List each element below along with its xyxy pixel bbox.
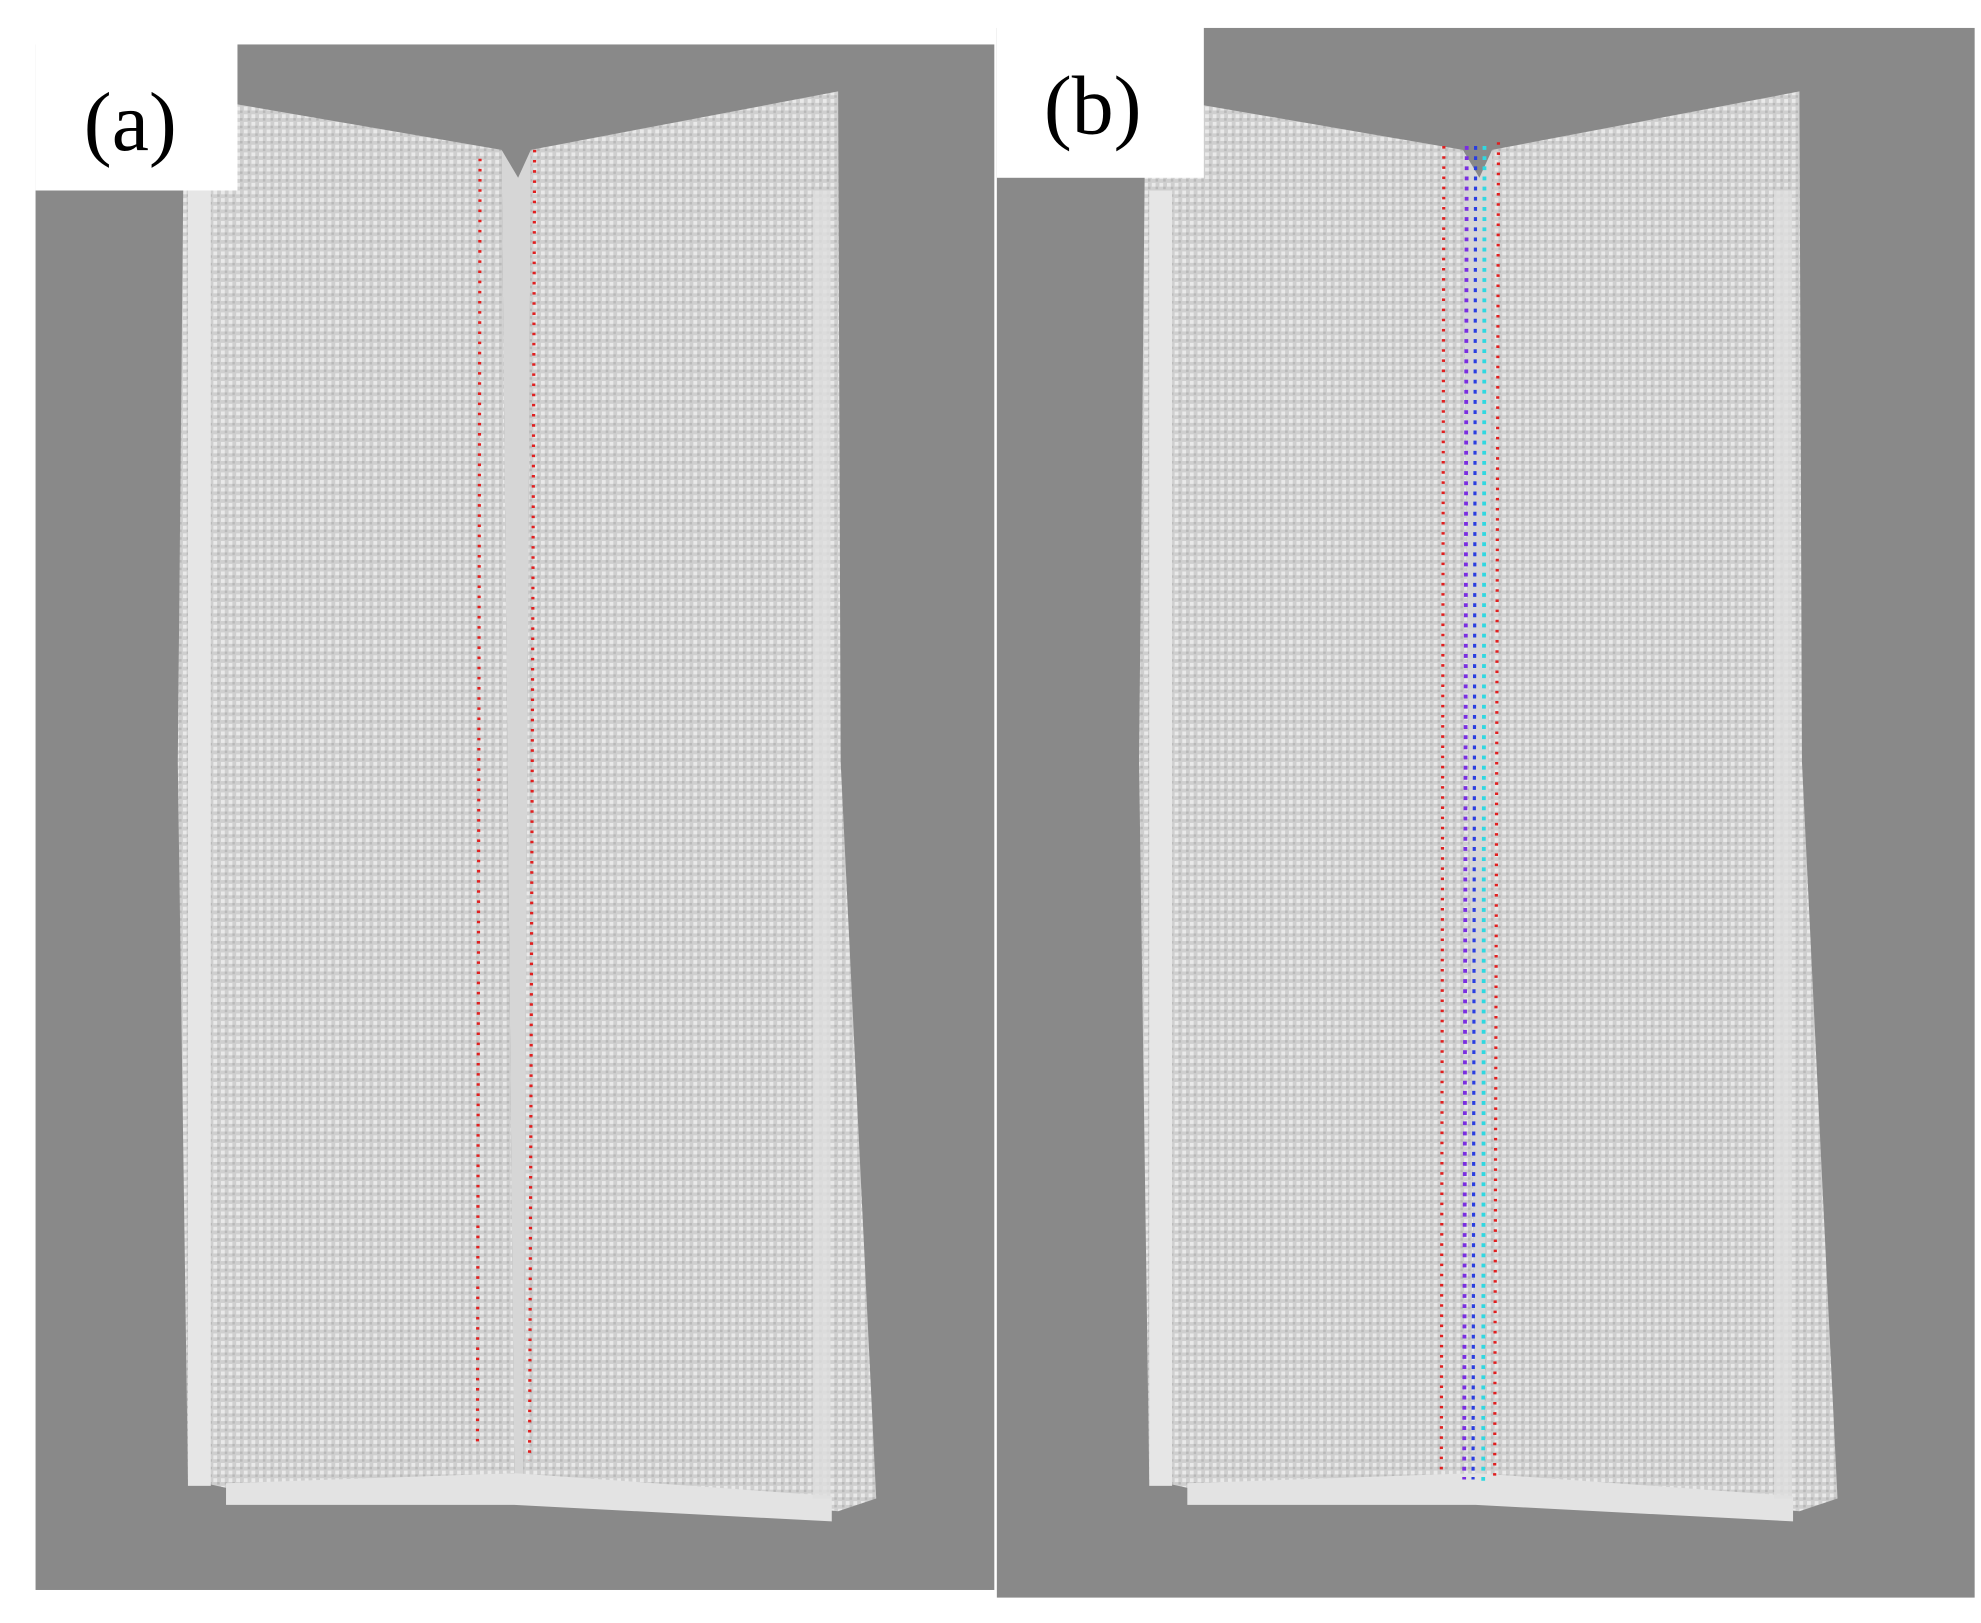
point-cloud (177, 91, 877, 1522)
label-box (35, 0, 238, 191)
panel-label: (a) (84, 76, 177, 169)
panel-a: (a) (35, 0, 995, 1590)
panel-label: (b) (1044, 59, 1142, 152)
seam-line (475, 158, 482, 1442)
label-box (996, 0, 1204, 178)
seam-line (1493, 142, 1501, 1484)
point-cloud (1139, 91, 1838, 1522)
panel-b: (b) (996, 0, 1975, 1598)
